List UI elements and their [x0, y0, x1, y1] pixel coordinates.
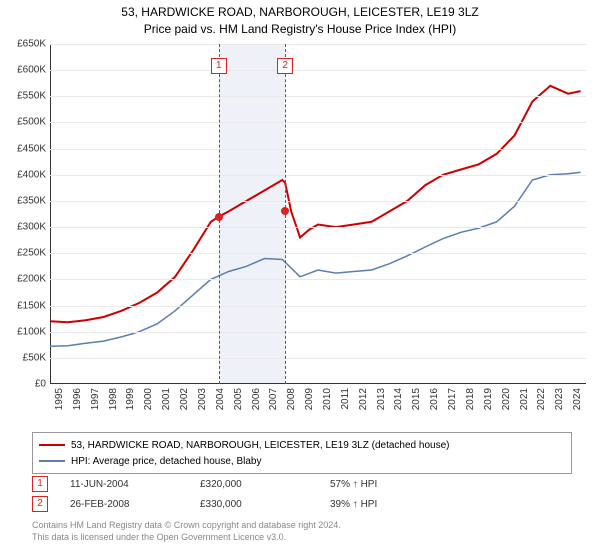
y-axis-label: £200K	[0, 274, 46, 285]
x-axis-label: 2024	[572, 388, 583, 410]
legend-swatch	[39, 444, 65, 446]
event-hpi: 57% ↑ HPI	[330, 479, 572, 490]
event-date: 11-JUN-2004	[70, 479, 200, 490]
x-axis-label: 2016	[429, 388, 440, 410]
event-date: 26-FEB-2008	[70, 499, 200, 510]
chart-subtitle: Price paid vs. HM Land Registry's House …	[0, 21, 600, 38]
event-row: 1 11-JUN-2004 £320,000 57% ↑ HPI	[32, 474, 572, 494]
y-axis-label: £250K	[0, 248, 46, 259]
chart-title: 53, HARDWICKE ROAD, NARBOROUGH, LEICESTE…	[0, 4, 600, 21]
gridline	[50, 227, 586, 228]
x-axis-label: 2001	[161, 388, 172, 410]
gridline	[50, 332, 586, 333]
gridline	[50, 175, 586, 176]
x-axis-label: 2013	[376, 388, 387, 410]
x-axis-label: 2011	[340, 388, 351, 410]
x-axis-label: 2021	[519, 388, 530, 410]
gridline	[50, 122, 586, 123]
marker-point	[215, 213, 223, 221]
legend-item: HPI: Average price, detached house, Blab…	[39, 453, 565, 469]
y-axis-label: £400K	[0, 169, 46, 180]
gridline	[50, 201, 586, 202]
marker-number-icon: 1	[211, 58, 227, 74]
x-axis-label: 2000	[143, 388, 154, 410]
x-axis-label: 1997	[90, 388, 101, 410]
x-axis-label: 2023	[554, 388, 565, 410]
x-axis-label: 2022	[536, 388, 547, 410]
gridline	[50, 279, 586, 280]
footer-line: This data is licensed under the Open Gov…	[32, 532, 572, 544]
gridline	[50, 253, 586, 254]
marker-point	[281, 207, 289, 215]
x-axis-label: 2012	[358, 388, 369, 410]
x-axis-label: 2002	[179, 388, 190, 410]
chart-lines	[50, 44, 586, 384]
event-marker-icon: 1	[32, 476, 48, 492]
y-axis-label: £650K	[0, 39, 46, 50]
chart-plot-area: 12	[50, 44, 586, 384]
legend-label: HPI: Average price, detached house, Blab…	[71, 456, 262, 467]
x-axis-label: 2019	[483, 388, 494, 410]
x-axis-label: 1999	[125, 388, 136, 410]
legend: 53, HARDWICKE ROAD, NARBOROUGH, LEICESTE…	[32, 432, 572, 474]
y-axis-label: £300K	[0, 222, 46, 233]
event-hpi: 39% ↑ HPI	[330, 499, 572, 510]
x-axis-label: 1998	[108, 388, 119, 410]
y-axis-label: £0	[0, 379, 46, 390]
event-price: £320,000	[200, 479, 330, 490]
x-axis-label: 1995	[54, 388, 65, 410]
x-axis-label: 2018	[465, 388, 476, 410]
y-axis-label: £500K	[0, 117, 46, 128]
event-list: 1 11-JUN-2004 £320,000 57% ↑ HPI 2 26-FE…	[32, 474, 572, 514]
legend-label: 53, HARDWICKE ROAD, NARBOROUGH, LEICESTE…	[71, 440, 449, 451]
legend-item: 53, HARDWICKE ROAD, NARBOROUGH, LEICESTE…	[39, 437, 565, 453]
legend-swatch	[39, 460, 65, 462]
y-axis-label: £100K	[0, 326, 46, 337]
x-axis-label: 2020	[501, 388, 512, 410]
series-line-property	[50, 86, 581, 322]
event-price: £330,000	[200, 499, 330, 510]
x-axis-label: 2003	[197, 388, 208, 410]
y-axis-label: £550K	[0, 91, 46, 102]
y-axis-label: £150K	[0, 300, 46, 311]
footer-note: Contains HM Land Registry data © Crown c…	[32, 520, 572, 543]
x-axis-label: 2014	[393, 388, 404, 410]
gridline	[50, 358, 586, 359]
chart-container: 53, HARDWICKE ROAD, NARBOROUGH, LEICESTE…	[0, 0, 600, 560]
gridline	[50, 306, 586, 307]
gridline	[50, 149, 586, 150]
x-axis-label: 2017	[447, 388, 458, 410]
series-line-hpi	[50, 172, 581, 346]
gridline	[50, 44, 586, 45]
y-axis-label: £600K	[0, 65, 46, 76]
x-axis-label: 1996	[72, 388, 83, 410]
gridline	[50, 70, 586, 71]
event-row: 2 26-FEB-2008 £330,000 39% ↑ HPI	[32, 494, 572, 514]
footer-line: Contains HM Land Registry data © Crown c…	[32, 520, 572, 532]
x-axis-label: 2004	[215, 388, 226, 410]
y-axis-label: £450K	[0, 143, 46, 154]
x-axis-label: 2009	[304, 388, 315, 410]
x-axis-label: 2007	[268, 388, 279, 410]
gridline	[50, 96, 586, 97]
x-axis-label: 2010	[322, 388, 333, 410]
y-axis-label: £50K	[0, 352, 46, 363]
x-axis-label: 2008	[286, 388, 297, 410]
marker-number-icon: 2	[277, 58, 293, 74]
x-axis-label: 2006	[251, 388, 262, 410]
x-axis-label: 2015	[411, 388, 422, 410]
event-marker-icon: 2	[32, 496, 48, 512]
y-axis-label: £350K	[0, 195, 46, 206]
title-block: 53, HARDWICKE ROAD, NARBOROUGH, LEICESTE…	[0, 0, 600, 38]
x-axis-label: 2005	[233, 388, 244, 410]
